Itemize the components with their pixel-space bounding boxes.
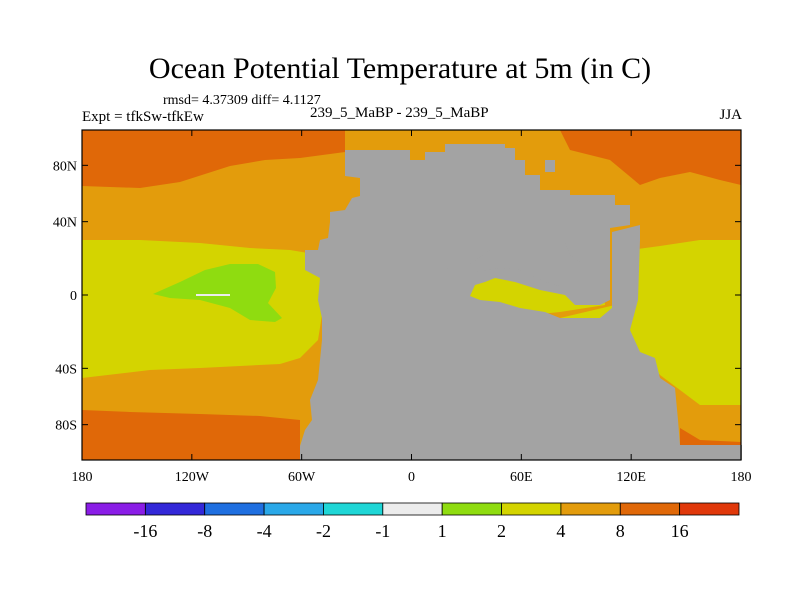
colorbar-swatch	[679, 502, 740, 516]
experiment-label: Expt = tfkSw-tfkEw	[82, 109, 204, 125]
colorbar-swatch	[560, 502, 621, 516]
colorbar-label: 1	[438, 521, 447, 541]
stats-label: rmsd= 4.37309 diff= 4.1127	[163, 93, 321, 108]
colorbar-swatch	[323, 502, 384, 516]
lon-tick-label: 120W	[175, 470, 210, 485]
colorbar-label: 8	[616, 521, 625, 541]
ocean-band-8-16-north-east	[560, 130, 741, 185]
colorbar-label: -1	[375, 521, 390, 541]
map-area	[82, 130, 742, 460]
ocean-band-neg-patch	[196, 294, 230, 296]
colorbar-swatch	[382, 502, 443, 516]
lat-tick-label: 80N	[53, 159, 77, 174]
colorbar-label: -2	[316, 521, 331, 541]
lat-tick-label: 80S	[55, 419, 77, 434]
lon-tick-label: 120E	[616, 470, 646, 485]
colorbar-swatch	[144, 502, 206, 516]
colorbar-swatch	[263, 502, 324, 516]
colorbar-label: -8	[197, 521, 212, 541]
lat-tick-label: 40N	[53, 216, 77, 231]
case-label: 239_5_MaBP - 239_5_MaBP	[310, 105, 489, 121]
colorbar-swatch	[501, 502, 562, 516]
map-title: Ocean Potential Temperature at 5m (in C)	[148, 52, 652, 85]
lon-tick-layer: 180 120W 60W 0 60E 120E 180	[72, 130, 752, 485]
colorbar-label: 16	[671, 521, 689, 541]
colorbar-label: 2	[497, 521, 506, 541]
lon-tick-label: 180	[731, 470, 752, 485]
lon-tick-label: 0	[408, 470, 415, 485]
lon-tick-label: 180	[72, 470, 93, 485]
lon-tick-label: 60E	[510, 470, 533, 485]
colorbar-label: -4	[257, 521, 272, 541]
ocean-band-8-16-south	[82, 410, 300, 460]
colorbar-label: -16	[133, 521, 157, 541]
lat-tick-label: 40S	[55, 362, 77, 377]
land-mass-east	[410, 210, 580, 290]
lat-tick-layer: 80N 40N 0 40S 80S	[53, 159, 741, 434]
lon-tick-label: 60W	[288, 470, 316, 485]
colorbar-label: 4	[556, 521, 565, 541]
season-label: JJA	[719, 107, 742, 123]
colorbar-swatch	[85, 502, 146, 516]
land-mass-arctic	[545, 160, 555, 172]
ocean-band-8-16-north-west	[82, 130, 345, 188]
ocean-band-2-4-pacific	[82, 240, 322, 378]
ocean-band-1-2-pacific	[153, 264, 282, 322]
colorbar-swatch	[204, 502, 265, 516]
colorbar: -16 -8 -4 -2 -1 1 2 4 8 16	[85, 502, 740, 541]
lat-tick-label: 0	[70, 289, 77, 304]
colorbar-swatch	[441, 502, 502, 516]
colorbar-swatch	[619, 502, 681, 516]
